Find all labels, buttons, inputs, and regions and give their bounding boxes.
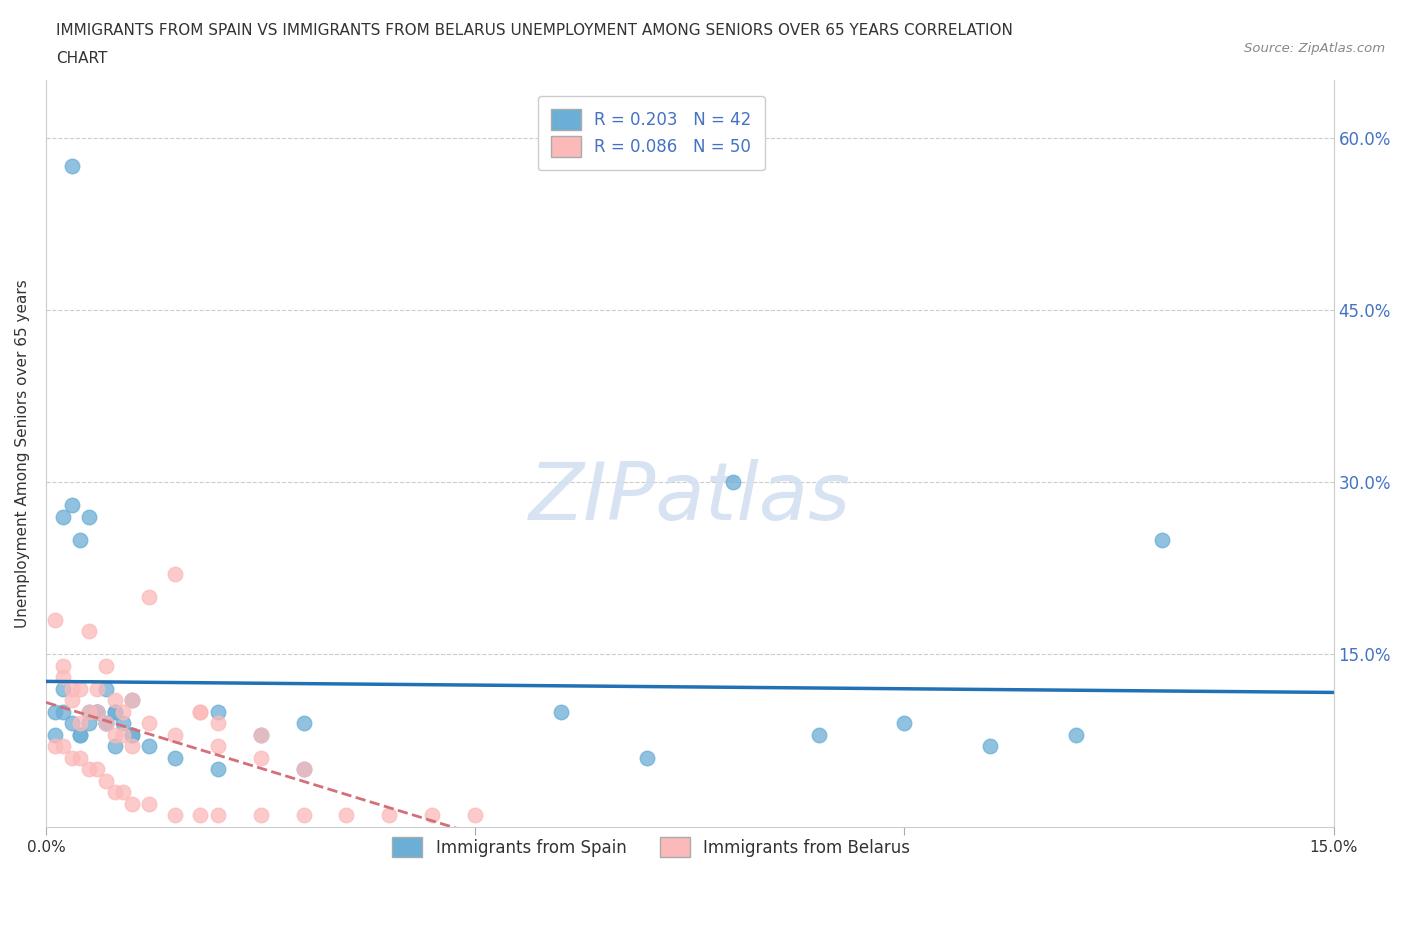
Point	[52, 509, 75, 524]
Point	[104, 785, 127, 800]
Point	[44, 738, 66, 753]
Point	[86, 704, 108, 719]
Point	[60, 159, 83, 174]
Point	[721, 474, 744, 489]
Point	[94, 716, 117, 731]
Point	[249, 751, 271, 765]
Point	[52, 738, 75, 753]
Point	[104, 738, 127, 753]
Point	[94, 716, 117, 731]
Y-axis label: Unemployment Among Seniors over 65 years: Unemployment Among Seniors over 65 years	[15, 279, 30, 628]
Point	[121, 693, 143, 708]
Point	[104, 704, 127, 719]
Point	[112, 716, 135, 731]
Point	[378, 808, 401, 823]
Point	[52, 670, 75, 684]
Point	[86, 704, 108, 719]
Point	[636, 751, 658, 765]
Point	[249, 727, 271, 742]
Point	[44, 727, 66, 742]
Point	[1064, 727, 1087, 742]
Point	[60, 751, 83, 765]
Point	[94, 682, 117, 697]
Point	[69, 532, 91, 547]
Point	[121, 727, 143, 742]
Point	[69, 727, 91, 742]
Point	[94, 658, 117, 673]
Point	[77, 716, 100, 731]
Point	[52, 682, 75, 697]
Point	[163, 751, 186, 765]
Point	[207, 762, 229, 777]
Point	[121, 727, 143, 742]
Point	[138, 796, 160, 811]
Point	[69, 751, 91, 765]
Point	[138, 590, 160, 604]
Point	[112, 727, 135, 742]
Point	[138, 716, 160, 731]
Point	[86, 682, 108, 697]
Point	[69, 716, 91, 731]
Point	[807, 727, 830, 742]
Point	[207, 808, 229, 823]
Point	[52, 658, 75, 673]
Point	[464, 808, 486, 823]
Point	[86, 762, 108, 777]
Point	[163, 808, 186, 823]
Point	[190, 704, 212, 719]
Point	[69, 682, 91, 697]
Point	[207, 716, 229, 731]
Point	[77, 509, 100, 524]
Point	[77, 624, 100, 639]
Point	[112, 785, 135, 800]
Point	[52, 704, 75, 719]
Point	[207, 738, 229, 753]
Point	[163, 727, 186, 742]
Point	[292, 716, 315, 731]
Point	[190, 704, 212, 719]
Point	[249, 727, 271, 742]
Point	[44, 613, 66, 628]
Text: Source: ZipAtlas.com: Source: ZipAtlas.com	[1244, 42, 1385, 55]
Text: IMMIGRANTS FROM SPAIN VS IMMIGRANTS FROM BELARUS UNEMPLOYMENT AMONG SENIORS OVER: IMMIGRANTS FROM SPAIN VS IMMIGRANTS FROM…	[56, 23, 1014, 38]
Point	[249, 808, 271, 823]
Point	[104, 693, 127, 708]
Point	[60, 682, 83, 697]
Point	[94, 774, 117, 789]
Point	[420, 808, 443, 823]
Point	[163, 566, 186, 581]
Point	[94, 716, 117, 731]
Point	[292, 808, 315, 823]
Point	[190, 808, 212, 823]
Point	[77, 704, 100, 719]
Point	[77, 762, 100, 777]
Point	[60, 498, 83, 512]
Point	[292, 762, 315, 777]
Point	[138, 738, 160, 753]
Point	[121, 693, 143, 708]
Point	[292, 762, 315, 777]
Point	[104, 727, 127, 742]
Point	[60, 716, 83, 731]
Point	[335, 808, 357, 823]
Point	[77, 704, 100, 719]
Legend: Immigrants from Spain, Immigrants from Belarus: Immigrants from Spain, Immigrants from B…	[380, 824, 924, 870]
Text: ZIPatlas: ZIPatlas	[529, 459, 851, 538]
Point	[44, 704, 66, 719]
Point	[60, 693, 83, 708]
Point	[121, 738, 143, 753]
Point	[1150, 532, 1173, 547]
Point	[104, 704, 127, 719]
Point	[112, 704, 135, 719]
Point	[207, 704, 229, 719]
Point	[86, 704, 108, 719]
Text: CHART: CHART	[56, 51, 108, 66]
Point	[550, 704, 572, 719]
Point	[893, 716, 915, 731]
Point	[121, 796, 143, 811]
Point	[979, 738, 1001, 753]
Point	[69, 727, 91, 742]
Point	[86, 704, 108, 719]
